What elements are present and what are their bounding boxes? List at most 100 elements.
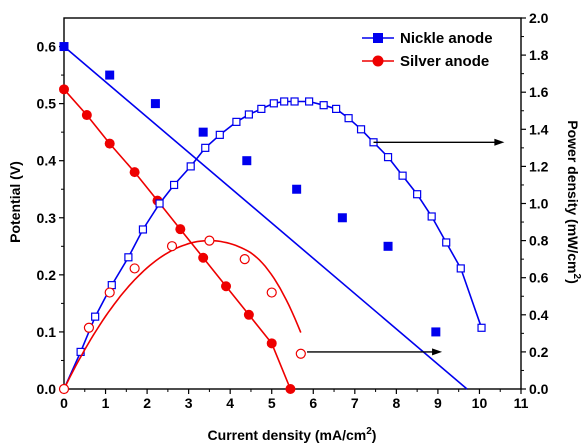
- y-left-tick-label: 0.0: [37, 381, 57, 397]
- y-left-tick-label: 0.6: [37, 39, 57, 55]
- data-point: [413, 190, 422, 199]
- series-3: [58, 235, 306, 395]
- data-point: [59, 42, 69, 52]
- data-point: [124, 253, 133, 262]
- y-left-tick-label: 0.4: [37, 153, 57, 169]
- data-point: [383, 241, 393, 251]
- data-point: [198, 252, 209, 263]
- data-point: [398, 171, 407, 180]
- x-tick-label: 10: [472, 395, 488, 411]
- data-point: [104, 287, 115, 298]
- y-right-tick-label: 1.2: [529, 158, 549, 174]
- arrow-head: [494, 138, 505, 146]
- data-point: [477, 323, 486, 332]
- data-point: [332, 104, 341, 113]
- x-tick-label: 9: [434, 395, 442, 411]
- data-point: [266, 287, 277, 298]
- data-point: [356, 125, 366, 134]
- arrow-head: [432, 348, 443, 356]
- x-tick-label: 1: [102, 395, 110, 411]
- y-right-tick-label: 1.8: [529, 47, 549, 63]
- y-left-tick-label: 0.3: [37, 210, 57, 226]
- annotation-arrow: [307, 348, 443, 356]
- data-point: [198, 127, 208, 137]
- data-point: [344, 114, 353, 123]
- legend-label-nickle: Nickle anode: [400, 30, 493, 47]
- y-right-tick-label: 0.8: [529, 233, 549, 249]
- data-point: [138, 225, 148, 234]
- series-line: [63, 88, 292, 390]
- series-0: [59, 42, 468, 390]
- data-point: [456, 264, 465, 273]
- data-point: [295, 348, 306, 359]
- y-right-tick-label: 0.0: [529, 381, 549, 397]
- data-point: [319, 101, 328, 110]
- data-point: [337, 213, 347, 223]
- data-point: [129, 167, 140, 178]
- plot-frame: [63, 17, 522, 390]
- x-tick-label: 6: [309, 395, 317, 411]
- data-point: [243, 309, 254, 320]
- y-right-axis-title: Power density (mW/cm2): [565, 120, 581, 284]
- data-point: [427, 212, 436, 221]
- data-point: [204, 235, 215, 246]
- x-tick-label: 8: [392, 395, 400, 411]
- data-point: [232, 117, 241, 126]
- data-point: [175, 224, 186, 235]
- series-line: [63, 239, 302, 390]
- legend: Nickle anode Silver anode: [362, 30, 493, 70]
- series-1: [59, 84, 296, 394]
- y-right-tick-label: 1.4: [529, 121, 549, 137]
- data-point: [166, 241, 178, 252]
- data-point: [221, 281, 232, 292]
- data-point: [201, 143, 210, 152]
- annotation-arrow: [373, 138, 505, 146]
- data-point: [150, 99, 160, 109]
- legend-label-silver: Silver anode: [400, 53, 489, 70]
- x-tick-label: 4: [226, 395, 234, 411]
- data-point: [266, 338, 277, 349]
- data-point: [169, 180, 179, 190]
- data-point: [290, 97, 299, 106]
- x-tick-label: 2: [143, 395, 151, 411]
- data-point: [91, 312, 100, 321]
- data-point: [129, 263, 140, 274]
- x-tick-label: 7: [351, 395, 359, 411]
- data-point: [242, 156, 252, 166]
- y-right-tick-label: 1.0: [529, 196, 549, 212]
- y-left-tick-label: 0.2: [37, 267, 57, 283]
- x-axis-title: Current density (mA/cm2): [208, 426, 377, 443]
- series-layer: [58, 42, 486, 395]
- data-point: [431, 327, 441, 337]
- data-point: [83, 322, 95, 333]
- data-point: [105, 70, 115, 80]
- data-point: [59, 84, 69, 95]
- data-point: [269, 99, 278, 108]
- x-tick-label: 5: [268, 395, 276, 411]
- data-point: [305, 97, 314, 106]
- data-point: [215, 130, 224, 139]
- data-point: [155, 199, 164, 208]
- x-tick-label: 11: [514, 395, 529, 411]
- annotation-layer: [307, 138, 505, 356]
- legend-marker-silver: [372, 55, 384, 67]
- data-point: [292, 184, 302, 194]
- data-point: [285, 384, 296, 394]
- y-left-tick-label: 0.5: [37, 96, 57, 112]
- tick-labels: 0 1 2 3 4 5 6 7 8 9 10 110.00.10.20.30.40.50.60.00.…: [37, 10, 549, 411]
- data-point: [442, 238, 451, 247]
- y-right-tick-label: 0.2: [529, 344, 549, 360]
- data-point: [280, 97, 289, 106]
- y-right-tick-label: 0.6: [529, 270, 549, 286]
- y-left-tick-label: 0.1: [37, 324, 57, 340]
- data-point: [257, 104, 266, 113]
- y-right-tick-label: 2.0: [529, 10, 549, 26]
- y-right-tick-label: 0.4: [529, 307, 549, 323]
- data-point: [58, 383, 70, 395]
- y-left-axis-title: Potential (V): [7, 161, 23, 243]
- series-line: [63, 45, 468, 390]
- data-point: [239, 254, 250, 265]
- legend-marker-nickle: [373, 33, 383, 43]
- plot-area: [59, 17, 526, 394]
